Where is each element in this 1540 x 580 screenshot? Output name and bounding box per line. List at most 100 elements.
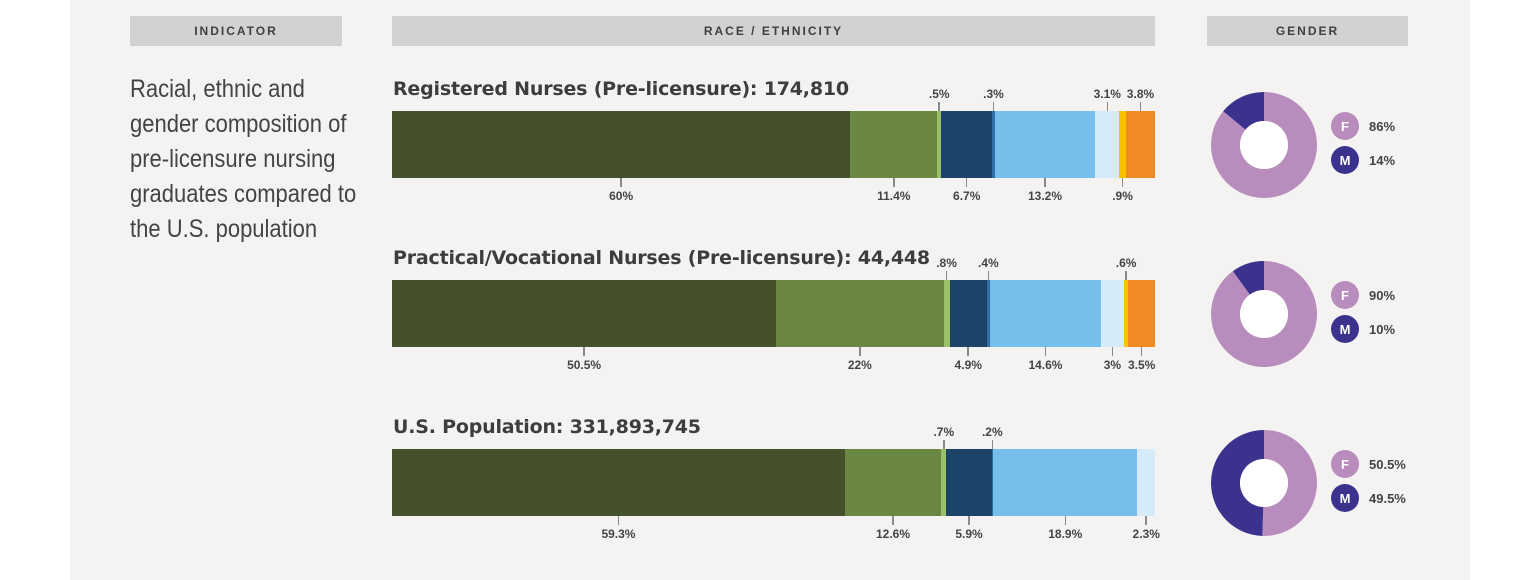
label-tick xyxy=(617,516,620,525)
bar-segment xyxy=(844,449,942,516)
segment-label: 18.9% xyxy=(1048,527,1083,541)
legend-female: F 90% xyxy=(1331,281,1395,309)
bar-segment xyxy=(850,111,938,178)
male-slice xyxy=(1211,430,1264,536)
gender-header-label: GENDER xyxy=(1275,24,1340,38)
label-tick xyxy=(1145,516,1147,525)
label-tick xyxy=(893,178,895,187)
row-title: Practical/Vocational Nurses (Pre-licensu… xyxy=(393,247,930,269)
donut-hole xyxy=(1240,459,1288,507)
row-title: U.S. Population: 331,893,745 xyxy=(393,416,701,438)
donut-hole xyxy=(1240,290,1288,338)
bar-segment xyxy=(941,449,947,516)
label-tick xyxy=(1140,347,1143,356)
segment-label: 3% xyxy=(1103,358,1122,372)
label-tick xyxy=(1139,102,1142,111)
male-percent: 49.5% xyxy=(1369,490,1406,506)
label-tick xyxy=(1125,271,1127,280)
segment-label: 6.7% xyxy=(953,189,981,203)
segment-label: 3.1% xyxy=(1093,87,1121,101)
segment-label: 4.9% xyxy=(954,358,982,372)
segment-label: 22% xyxy=(847,358,872,372)
label-tick xyxy=(1044,178,1046,187)
female-slice xyxy=(1262,430,1318,536)
bar-segment xyxy=(1125,111,1156,178)
indicator-description: Racial, ethnic and gender composition of… xyxy=(130,75,357,243)
segment-label: 13.2% xyxy=(1028,189,1063,203)
bar-segment xyxy=(1128,280,1156,347)
male-slice xyxy=(1223,92,1264,130)
label-tick xyxy=(1106,102,1108,111)
race-ethnicity-header-label: RACE / ETHNICITY xyxy=(703,24,844,38)
segment-label: 59.3% xyxy=(601,527,636,541)
stacked-bar xyxy=(392,280,1156,347)
bar-segment xyxy=(1095,111,1120,178)
female-percent: 86% xyxy=(1369,118,1396,134)
label-tick xyxy=(938,102,940,111)
segment-label: 2.3% xyxy=(1132,527,1160,541)
bar-segment xyxy=(1123,280,1129,347)
bar-segment xyxy=(986,280,991,347)
segment-label: 60% xyxy=(609,189,634,203)
gender-donut xyxy=(1211,92,1317,198)
label-tick xyxy=(943,440,945,449)
legend-male: M 10% xyxy=(1331,315,1395,343)
stacked-bar xyxy=(392,449,1156,516)
bar-segment xyxy=(993,449,1138,516)
label-tick xyxy=(965,178,968,187)
segment-label: .5% xyxy=(928,87,950,101)
legend-female: F 50.5% xyxy=(1331,450,1406,478)
segment-label: 3.5% xyxy=(1127,358,1156,372)
legend-male: M 49.5% xyxy=(1331,484,1406,512)
male-badge: M xyxy=(1331,146,1359,174)
segment-label: .6% xyxy=(1115,256,1137,270)
indicator-header-label: INDICATOR xyxy=(194,24,278,38)
label-tick xyxy=(859,347,861,356)
bar-segment xyxy=(1119,111,1127,178)
bar-segment xyxy=(991,449,994,516)
segment-label: 12.6% xyxy=(876,527,911,541)
female-percent: 90% xyxy=(1369,287,1396,303)
bar-segment xyxy=(989,280,1102,347)
bar-segment xyxy=(776,280,944,347)
male-percent: 14% xyxy=(1369,152,1396,168)
label-tick xyxy=(1064,516,1066,525)
segment-label: 11.4% xyxy=(877,189,911,203)
male-percent: 10% xyxy=(1369,321,1396,337)
female-slice xyxy=(1211,92,1317,198)
gender-donut xyxy=(1211,430,1318,536)
segment-label: 50.5% xyxy=(567,358,602,372)
bar-segment xyxy=(994,111,1096,178)
label-tick xyxy=(892,516,894,525)
label-tick xyxy=(987,271,990,280)
female-percent: 50.5% xyxy=(1369,456,1406,472)
segment-label: .4% xyxy=(978,256,999,270)
segment-label: 5.9% xyxy=(955,527,983,541)
female-badge: F xyxy=(1331,450,1359,478)
stacked-bar xyxy=(392,111,1156,178)
bar-segment xyxy=(937,111,942,178)
row-title: Registered Nurses (Pre-licensure): 174,8… xyxy=(393,78,849,100)
segment-label: .8% xyxy=(936,256,957,270)
segment-label: 14.6% xyxy=(1028,358,1063,372)
segment-label: .2% xyxy=(981,425,1003,439)
bar-segment xyxy=(392,280,777,347)
label-tick xyxy=(1044,347,1047,356)
bar-segment xyxy=(992,111,996,178)
bar-segment xyxy=(941,111,993,178)
bar-segment xyxy=(1100,280,1125,347)
female-badge: F xyxy=(1331,112,1359,140)
male-badge: M xyxy=(1331,315,1359,343)
indicator-header: INDICATOR xyxy=(130,16,342,46)
bar-segment xyxy=(943,280,951,347)
legend-male: M 14% xyxy=(1331,146,1395,174)
label-tick xyxy=(991,440,994,449)
label-tick xyxy=(620,178,622,187)
segment-label: .9% xyxy=(1112,189,1133,203)
bar-segment xyxy=(949,280,988,347)
segment-label: .7% xyxy=(933,425,955,439)
bar-segment xyxy=(392,449,846,516)
bar-segment xyxy=(1137,449,1156,516)
gender-donut xyxy=(1211,261,1317,367)
label-tick xyxy=(992,102,995,111)
